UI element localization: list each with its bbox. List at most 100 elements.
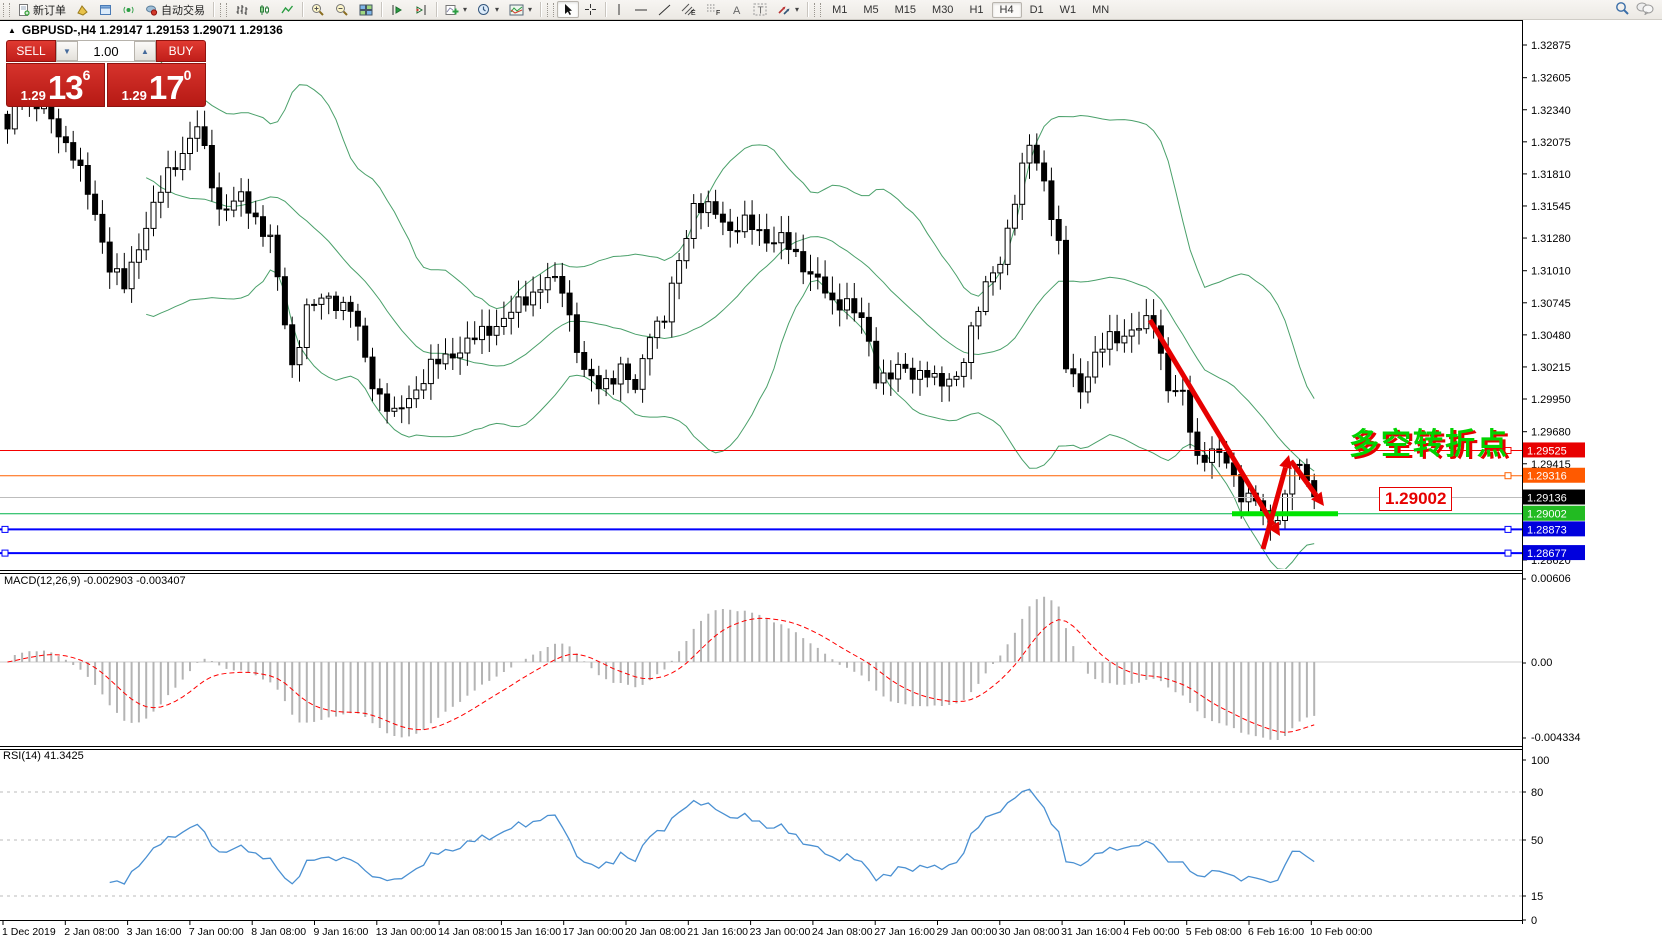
vertical-line-icon	[614, 3, 624, 16]
collapse-arrow-icon[interactable]: ▲	[8, 25, 16, 35]
arrows-tool-button[interactable]: ▾	[772, 1, 804, 18]
timeframe-button-mn[interactable]: MN	[1092, 3, 1110, 16]
svg-text:30 Jan 08:00: 30 Jan 08:00	[999, 926, 1060, 938]
sell-price-prefix: 1.29	[20, 88, 46, 103]
svg-text:1.31545: 1.31545	[1531, 201, 1571, 213]
chart-title-text: GBPUSD-,H4 1.29147 1.29153 1.29071 1.291…	[21, 23, 283, 37]
chart-shift-icon	[390, 4, 404, 16]
timeframe-button-w1[interactable]: W1	[1059, 3, 1077, 16]
text-label-icon: T	[753, 3, 767, 16]
trend-arrows[interactable]	[1147, 318, 1324, 550]
indicators-icon	[445, 4, 459, 16]
text-tool-icon: A	[731, 3, 743, 16]
time-axis[interactable]: 1 Dec 2019 2 Jan 08:00 3 Jan 16:00 7 Jan 00…	[2, 920, 1372, 938]
timeframe-button-m1[interactable]: M1	[832, 3, 848, 16]
timeframe-button-m15[interactable]: M15	[894, 3, 917, 16]
search-icon[interactable]	[1615, 1, 1630, 18]
timeframe-group: M1 M5 M15 M30 H1 H4 D1 W1 MN	[824, 1, 1117, 18]
periods-button[interactable]: ▾	[472, 1, 504, 18]
volume-increase-button[interactable]: ▲	[134, 41, 156, 61]
toolbar-separator	[605, 2, 607, 17]
toolbar-separator	[807, 2, 809, 17]
chat-icon[interactable]	[1636, 1, 1654, 18]
svg-text:14 Jan 08:00: 14 Jan 08:00	[438, 926, 499, 938]
svg-text:1.29680: 1.29680	[1531, 427, 1571, 439]
trendline-tool-button[interactable]	[653, 2, 676, 18]
toolbar-grip[interactable]	[547, 2, 555, 17]
zoom-in-button[interactable]	[306, 1, 330, 18]
buy-button[interactable]: BUY	[156, 40, 206, 62]
line-chart-button[interactable]	[276, 2, 299, 18]
templates-caret-icon: ▾	[528, 5, 533, 14]
new-order-button[interactable]: 新订单	[13, 0, 71, 20]
svg-text:27 Jan 16:00: 27 Jan 16:00	[874, 926, 935, 938]
zoom-out-icon	[335, 3, 349, 16]
toolbar-grip[interactable]	[220, 2, 227, 17]
buy-price-display[interactable]: 1.29 17 0	[107, 63, 206, 107]
candlestick-chart-button[interactable]	[253, 2, 276, 18]
svg-text:0.00: 0.00	[1531, 657, 1552, 669]
text-tool-button[interactable]: A	[726, 1, 748, 18]
vertical-line-tool-button[interactable]	[609, 1, 629, 18]
svg-text:4 Feb 00:00: 4 Feb 00:00	[1123, 926, 1179, 938]
zoom-out-button[interactable]	[330, 1, 354, 18]
price-axis[interactable]: 1.32875 1.32605 1.32340 1.32075 1.31810 1.315…	[1522, 40, 1585, 927]
templates-button[interactable]: ▾	[504, 2, 537, 18]
toolbar-grip[interactable]	[3, 2, 10, 17]
turning-point-annotation[interactable]: 多空转折点	[1349, 428, 1509, 461]
line-chart-icon	[281, 4, 294, 16]
cursor-tool-button[interactable]	[557, 1, 580, 18]
svg-text:1.29950: 1.29950	[1531, 394, 1571, 406]
svg-text:7 Jan 00:00: 7 Jan 00:00	[189, 926, 244, 938]
profiles-button[interactable]	[94, 2, 117, 18]
toolbar-separator	[381, 2, 382, 17]
svg-text:10 Feb 00:00: 10 Feb 00:00	[1310, 926, 1372, 938]
volume-field[interactable]: 1.00	[93, 43, 119, 59]
timeframe-button-h1[interactable]: H1	[969, 3, 984, 16]
tile-windows-button[interactable]	[354, 2, 378, 18]
equidistant-channel-tool-button[interactable]: E	[676, 1, 701, 18]
volume-decrease-button[interactable]: ▼	[56, 41, 78, 61]
timeframe-button-m30[interactable]: M30	[932, 3, 954, 16]
timeframe-button-h4[interactable]: H4	[991, 1, 1022, 18]
svg-text:1.30745: 1.30745	[1531, 298, 1571, 310]
signals-button[interactable]	[117, 2, 140, 18]
sell-price-display[interactable]: 1.29 13 6	[6, 63, 105, 107]
bar-chart-button[interactable]	[230, 2, 253, 18]
svg-text:1.30480: 1.30480	[1531, 330, 1571, 342]
fibonacci-tool-button[interactable]: F	[701, 1, 726, 18]
signals-icon	[122, 4, 135, 16]
crosshair-tool-button[interactable]	[579, 1, 602, 18]
buy-price-big: 17	[148, 69, 185, 106]
one-click-trading-panel: SELL ▼ 1.00 ▲ BUY 1.29 13 6 1.29 17 0	[6, 40, 206, 107]
toolbar-grip[interactable]	[814, 2, 822, 17]
indicators-button[interactable]: ▾	[440, 2, 472, 18]
svg-text:F: F	[716, 10, 720, 16]
new-chart-button[interactable]	[71, 2, 94, 18]
periods-icon	[477, 3, 491, 16]
toolbar-separator	[540, 2, 542, 17]
timeframe-button-d1[interactable]: D1	[1029, 3, 1044, 16]
svg-text:1.28873: 1.28873	[1527, 524, 1567, 536]
level-price-label[interactable]: 1.29002	[1379, 487, 1453, 511]
chart-shift-button[interactable]	[385, 2, 409, 18]
svg-text:17 Jan 00:00: 17 Jan 00:00	[563, 926, 624, 938]
auto-scroll-button[interactable]	[409, 2, 433, 18]
toolbar-separator	[302, 2, 303, 17]
text-label-tool-button[interactable]: T	[748, 1, 772, 18]
timeframe-button-m5[interactable]: M5	[863, 3, 879, 16]
svg-text:13 Jan 00:00: 13 Jan 00:00	[376, 926, 437, 938]
svg-text:1.29525: 1.29525	[1527, 445, 1567, 457]
horizontal-line-tool-button[interactable]	[629, 2, 653, 18]
auto-scroll-icon	[414, 4, 428, 16]
svg-text:5 Feb 08:00: 5 Feb 08:00	[1186, 926, 1242, 938]
tile-windows-icon	[359, 4, 373, 16]
svg-text:15: 15	[1531, 891, 1543, 903]
sell-button[interactable]: SELL	[6, 40, 56, 62]
toolbar-separator	[436, 2, 437, 17]
horizontal-line-icon	[634, 4, 648, 16]
new-order-icon	[18, 3, 30, 16]
sell-price-pip: 6	[82, 67, 91, 83]
autotrading-button[interactable]: 自动交易	[140, 0, 210, 20]
